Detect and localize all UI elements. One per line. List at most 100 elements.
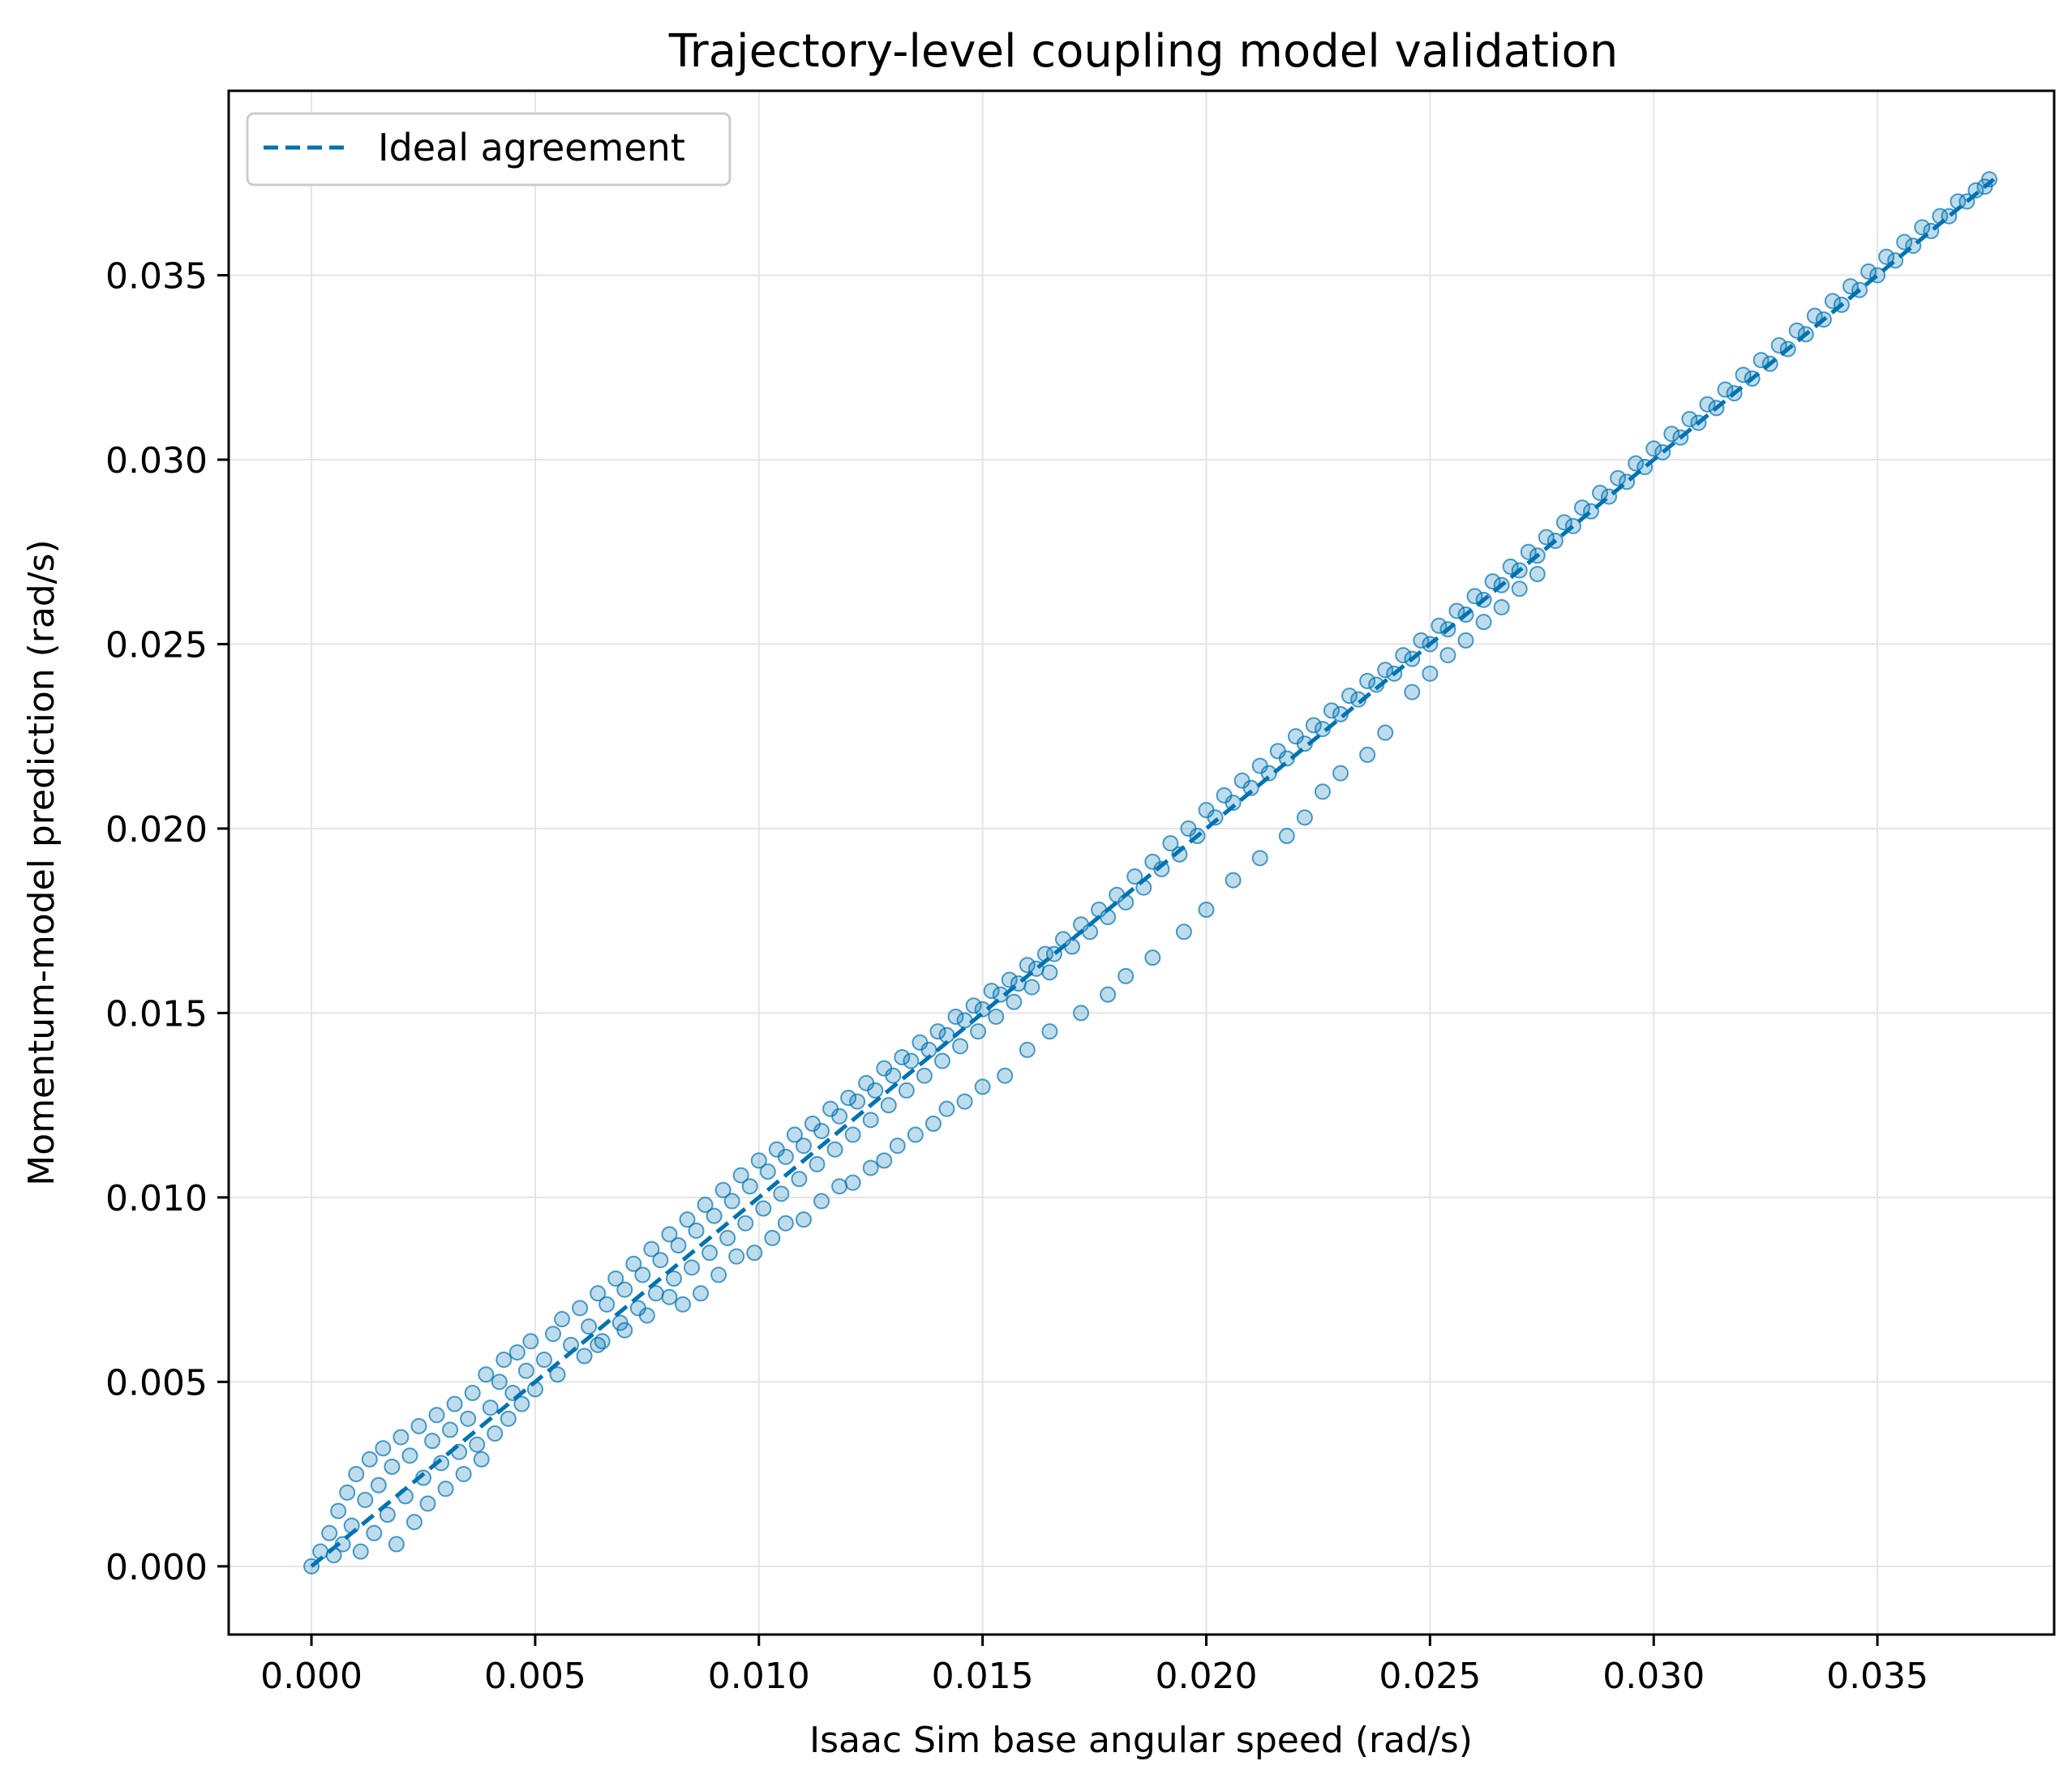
data-point-98: [831, 1108, 848, 1125]
data-point-244: [674, 1296, 691, 1313]
legend-box: [246, 112, 731, 186]
data-point-267: [1100, 986, 1117, 1003]
data-point-39: [487, 1425, 504, 1442]
data-point-120: [965, 997, 982, 1014]
y-tick-label-6: 0.030: [105, 440, 208, 482]
data-point-50: [544, 1326, 561, 1343]
x-tick-label-2: 0.010: [708, 1656, 810, 1697]
data-point-56: [581, 1318, 598, 1335]
data-point-272: [1225, 872, 1242, 889]
data-point-75: [697, 1196, 714, 1213]
data-point-129: [1019, 957, 1036, 974]
data-point-34: [464, 1385, 481, 1402]
chart-title: Trajectory-level coupling model validati…: [668, 25, 1619, 78]
data-point-88: [773, 1185, 790, 1202]
data-point-85: [755, 1200, 772, 1217]
data-point-2: [321, 1524, 338, 1541]
x-tick-label-1: 0.005: [484, 1656, 586, 1697]
x-tick-label-5: 0.025: [1379, 1656, 1481, 1697]
data-point-91: [791, 1171, 808, 1188]
data-point-118: [952, 1038, 969, 1055]
data-point-254: [844, 1174, 861, 1191]
data-point-136: [1063, 938, 1080, 955]
data-point-195: [1592, 484, 1609, 501]
data-point-63: [625, 1255, 642, 1272]
data-point-268: [1118, 967, 1135, 984]
data-point-213: [1752, 352, 1770, 369]
data-point-104: [867, 1082, 884, 1099]
x-axis-label: Isaac Sim base angular speed (rad/s): [809, 1720, 1473, 1761]
data-point-177: [1431, 617, 1448, 634]
data-point-245: [693, 1285, 710, 1302]
data-point-36: [473, 1450, 490, 1468]
data-point-29: [442, 1421, 459, 1438]
data-point-110: [903, 1052, 920, 1069]
data-point-71: [670, 1237, 687, 1254]
data-point-276: [1314, 783, 1331, 800]
data-point-285: [1493, 598, 1510, 615]
data-point-14: [375, 1440, 392, 1457]
y-tick-label-5: 0.025: [105, 624, 208, 666]
data-point-260: [938, 1100, 955, 1117]
data-point-152: [1207, 809, 1224, 826]
data-point-106: [880, 1097, 897, 1114]
data-point-16: [384, 1458, 401, 1475]
data-point-76: [701, 1245, 719, 1262]
data-point-117: [947, 1008, 964, 1025]
data-point-119: [956, 1012, 973, 1029]
data-point-215: [1770, 336, 1787, 354]
data-point-146: [1153, 860, 1170, 877]
x-tick-label-3: 0.015: [932, 1656, 1034, 1697]
data-point-259: [924, 1115, 942, 1132]
data-point-15: [379, 1506, 396, 1523]
data-point-41: [495, 1352, 513, 1369]
data-point-264: [1019, 1041, 1036, 1058]
data-point-21: [405, 1514, 423, 1531]
data-point-99: [840, 1090, 857, 1107]
data-point-156: [1242, 779, 1259, 796]
data-point-12: [366, 1524, 383, 1541]
data-point-258: [907, 1126, 924, 1143]
data-point-77: [706, 1207, 723, 1224]
data-point-80: [723, 1193, 740, 1210]
data-point-185: [1502, 558, 1519, 575]
data-point-8: [348, 1466, 365, 1483]
data-point-175: [1413, 632, 1430, 649]
data-point-165: [1323, 702, 1340, 719]
data-point-257: [889, 1138, 906, 1155]
data-point-280: [1404, 683, 1421, 701]
data-point-269: [1144, 949, 1161, 966]
data-point-273: [1251, 850, 1268, 867]
data-point-250: [777, 1215, 794, 1232]
data-point-33: [460, 1410, 477, 1427]
data-point-55: [576, 1348, 593, 1365]
data-point-281: [1422, 665, 1439, 682]
data-point-143: [1126, 868, 1143, 885]
legend: Ideal agreement: [246, 112, 731, 186]
data-point-30: [446, 1395, 463, 1412]
data-point-73: [684, 1259, 701, 1276]
data-point-277: [1332, 765, 1349, 782]
data-point-286: [1511, 581, 1528, 598]
data-point-57: [590, 1285, 607, 1302]
data-point-253: [831, 1178, 848, 1195]
y-tick-label-2: 0.010: [105, 1178, 208, 1219]
data-point-154: [1225, 795, 1242, 812]
x-tick-label-4: 0.020: [1156, 1656, 1258, 1697]
data-point-211: [1735, 366, 1752, 384]
data-point-271: [1198, 902, 1215, 919]
data-point-243: [661, 1288, 678, 1305]
grid-lines: [229, 91, 2054, 1635]
data-point-121: [970, 1023, 987, 1040]
data-point-46: [517, 1362, 534, 1379]
data-point-248: [746, 1245, 763, 1262]
data-point-147: [1162, 835, 1179, 852]
data-point-261: [956, 1093, 973, 1110]
data-point-84: [750, 1152, 767, 1169]
data-point-173: [1395, 647, 1412, 664]
y-tick-label-7: 0.035: [105, 255, 208, 297]
data-point-197: [1610, 469, 1627, 486]
data-point-28: [437, 1480, 454, 1498]
